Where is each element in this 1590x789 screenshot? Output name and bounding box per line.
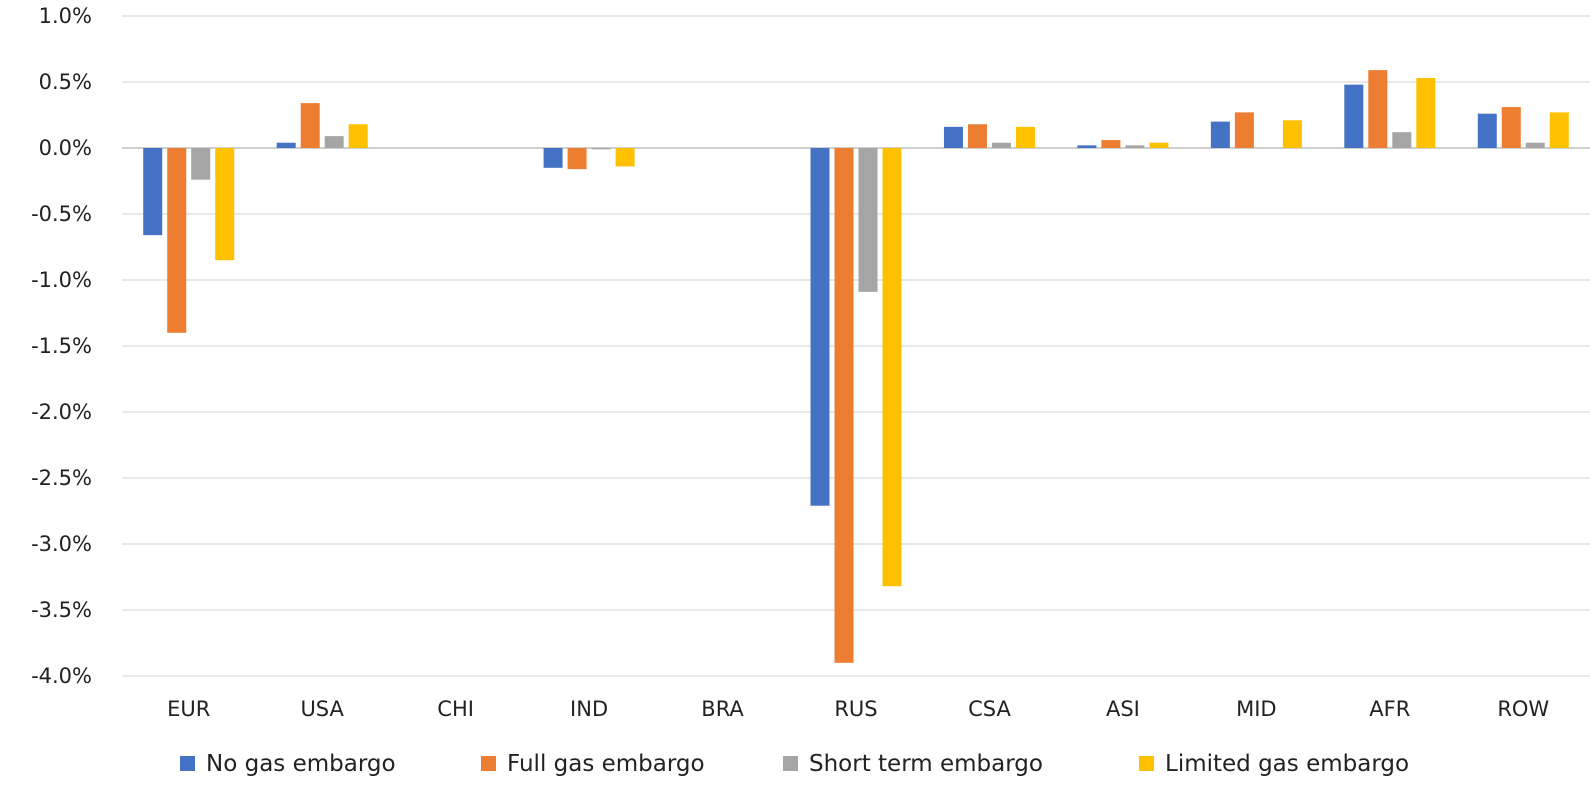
x-tick-label: AFR: [1369, 697, 1410, 721]
bar-rus-series-2: [834, 148, 854, 663]
x-tick-label: IND: [570, 697, 608, 721]
bar-usa-series-1: [276, 142, 296, 148]
legend-swatch: [180, 756, 195, 771]
bar-mid-series-2: [1234, 112, 1254, 148]
y-tick-label: -3.5%: [31, 598, 92, 622]
y-tick-label: 0.0%: [39, 136, 92, 160]
bar-afr-series-4: [1416, 78, 1436, 148]
y-axis: 1.0% 0.5% 0.0% -0.5% -1.0% -1.5% -2.0% -2.5% -3.…: [31, 4, 92, 688]
x-tick-label: EUR: [167, 697, 210, 721]
legend-label: No gas embargo: [206, 751, 396, 777]
bar-row-series-1: [1477, 113, 1497, 148]
bar-eur-series-3: [191, 148, 211, 180]
x-axis: EUR USA CHI IND BRA RUS CSA ASI MID AFR ROW: [167, 697, 1549, 721]
bar-usa-series-3: [324, 136, 344, 148]
y-tick-label: -0.5%: [31, 202, 92, 226]
y-tick-label: 0.5%: [39, 70, 92, 94]
bar-afr-series-2: [1368, 70, 1388, 148]
bar-csa-series-1: [943, 126, 963, 148]
y-tick-label: -1.0%: [31, 268, 92, 292]
bar-ind-series-4: [615, 148, 635, 167]
legend-label: Short term embargo: [809, 751, 1043, 777]
legend-swatch: [481, 756, 496, 771]
x-tick-label: BRA: [701, 697, 744, 721]
legend-label: Limited gas embargo: [1165, 751, 1409, 777]
bar-afr-series-1: [1344, 84, 1364, 148]
bar-csa-series-4: [1015, 126, 1035, 148]
bar-asi-series-4: [1149, 142, 1169, 148]
bar-csa-series-2: [967, 124, 987, 148]
bar-rus-series-4: [882, 148, 902, 587]
bar-asi-series-3: [1125, 145, 1145, 148]
bar-ind-series-1: [543, 148, 563, 168]
legend-swatch: [1139, 756, 1154, 771]
y-tick-label: 1.0%: [39, 4, 92, 28]
x-tick-label: ROW: [1497, 697, 1549, 721]
x-tick-label: CHI: [437, 697, 474, 721]
x-tick-label: ASI: [1106, 697, 1140, 721]
bar-rus-series-3: [858, 148, 878, 292]
bar-eur-series-2: [167, 148, 187, 333]
legend: No gas embargo Full gas embargo Short term…: [180, 751, 1409, 777]
bars: [143, 70, 1569, 663]
x-tick-label: MID: [1236, 697, 1276, 721]
bar-mid-series-4: [1282, 120, 1302, 148]
x-tick-label: RUS: [834, 697, 877, 721]
bar-row-series-4: [1549, 112, 1569, 148]
y-tick-label: -2.5%: [31, 466, 92, 490]
bar-asi-series-2: [1101, 140, 1121, 148]
bar-usa-series-2: [300, 103, 320, 148]
y-tick-label: -1.5%: [31, 334, 92, 358]
bar-csa-series-3: [991, 142, 1011, 148]
y-tick-label: -4.0%: [31, 664, 92, 688]
bar-row-series-3: [1525, 142, 1545, 148]
bar-rus-series-1: [810, 148, 830, 506]
bar-ind-series-2: [567, 148, 587, 170]
y-tick-label: -2.0%: [31, 400, 92, 424]
bar-eur-series-1: [143, 148, 163, 236]
bar-eur-series-4: [215, 148, 235, 261]
bar-mid-series-1: [1210, 121, 1230, 148]
bar-usa-series-4: [348, 124, 368, 148]
bar-afr-series-3: [1392, 132, 1412, 148]
x-tick-label: CSA: [968, 697, 1011, 721]
legend-label: Full gas embargo: [507, 751, 705, 777]
bar-asi-series-1: [1077, 145, 1097, 148]
x-tick-label: USA: [300, 697, 344, 721]
y-tick-label: -3.0%: [31, 532, 92, 556]
bar-ind-series-3: [591, 148, 611, 150]
bar-row-series-2: [1501, 107, 1521, 148]
legend-swatch: [783, 756, 798, 771]
